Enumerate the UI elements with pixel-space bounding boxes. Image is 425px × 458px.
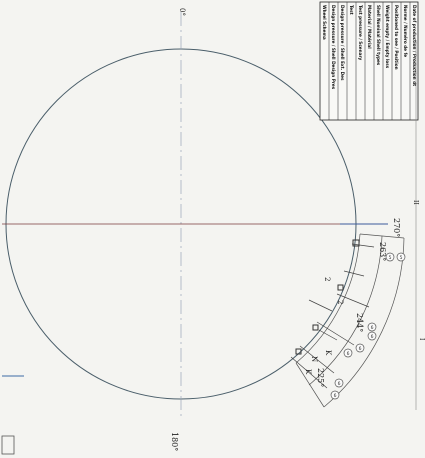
angle-label-nozzle-c: 225° xyxy=(316,368,325,387)
title-block-row: Weight empty / Empty loss xyxy=(385,5,390,69)
mark-2b: 2 xyxy=(323,277,331,281)
title-block-row: Norme / Numéro de fe xyxy=(403,5,408,57)
title-block-row: Wheel Schema xyxy=(322,5,327,40)
nozzle-radials xyxy=(290,243,375,389)
title-block-row: Design pressure / Shell Design Pres xyxy=(331,5,336,90)
balloon-label: 5 xyxy=(400,255,403,261)
title-block: Wheel Schema Design pressure / Shell Des… xyxy=(319,1,419,121)
balloon-label: 6 xyxy=(371,334,374,340)
left-box-fragment xyxy=(1,435,15,455)
title-block-row: Positioned to see / Position xyxy=(394,5,399,70)
balloon-label: 5 xyxy=(389,255,392,261)
angle-label-top: 0° xyxy=(178,8,186,16)
mark-k1: K xyxy=(304,369,312,375)
balloon-label: 6 xyxy=(371,325,374,331)
title-block-row: Design pressure / Shell Ext. Des xyxy=(340,5,345,81)
balloon-label: 6 xyxy=(359,346,362,352)
margin-label-i: I xyxy=(418,338,425,341)
mark-k2: K xyxy=(324,350,332,356)
title-block-row: Test xyxy=(349,5,354,15)
balloon-label: 6 xyxy=(338,381,341,387)
margin-label-ii: II xyxy=(412,200,419,205)
title-block-row: Material / Matérial xyxy=(367,5,372,49)
nozzle-stubs xyxy=(295,239,360,355)
mark-n1: N xyxy=(310,356,318,362)
angle-label-right: 270° xyxy=(392,218,401,237)
balloons xyxy=(330,252,406,400)
angle-label-nozzle-b: 244° xyxy=(355,313,364,332)
title-block-row: Shell Nominal Shell types xyxy=(376,5,381,66)
title-block-row: Date of production / Production dt xyxy=(412,5,417,86)
balloon-label: 6 xyxy=(347,351,350,357)
nozzle-ring xyxy=(295,233,405,408)
balloon-label: 6 xyxy=(334,393,337,399)
mark-2a: 2 xyxy=(336,300,344,304)
angle-label-bottom: 180° xyxy=(170,432,179,451)
title-block-row: Test pressure / Scenary xyxy=(358,5,363,61)
angle-label-nozzle-a: 263° xyxy=(378,242,387,261)
